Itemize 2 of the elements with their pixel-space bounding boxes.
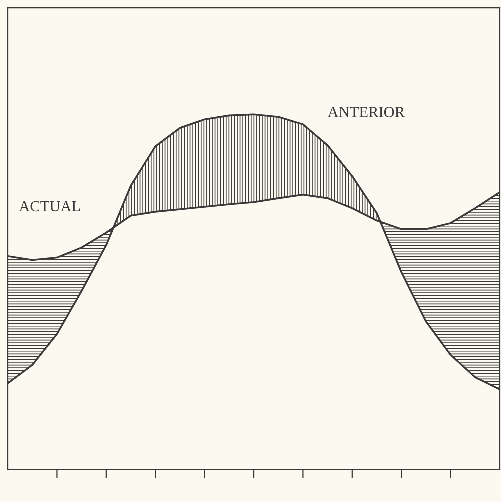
text: ACTUAL <box>19 201 80 212</box>
series-label: ANTERIOR <box>328 107 406 118</box>
